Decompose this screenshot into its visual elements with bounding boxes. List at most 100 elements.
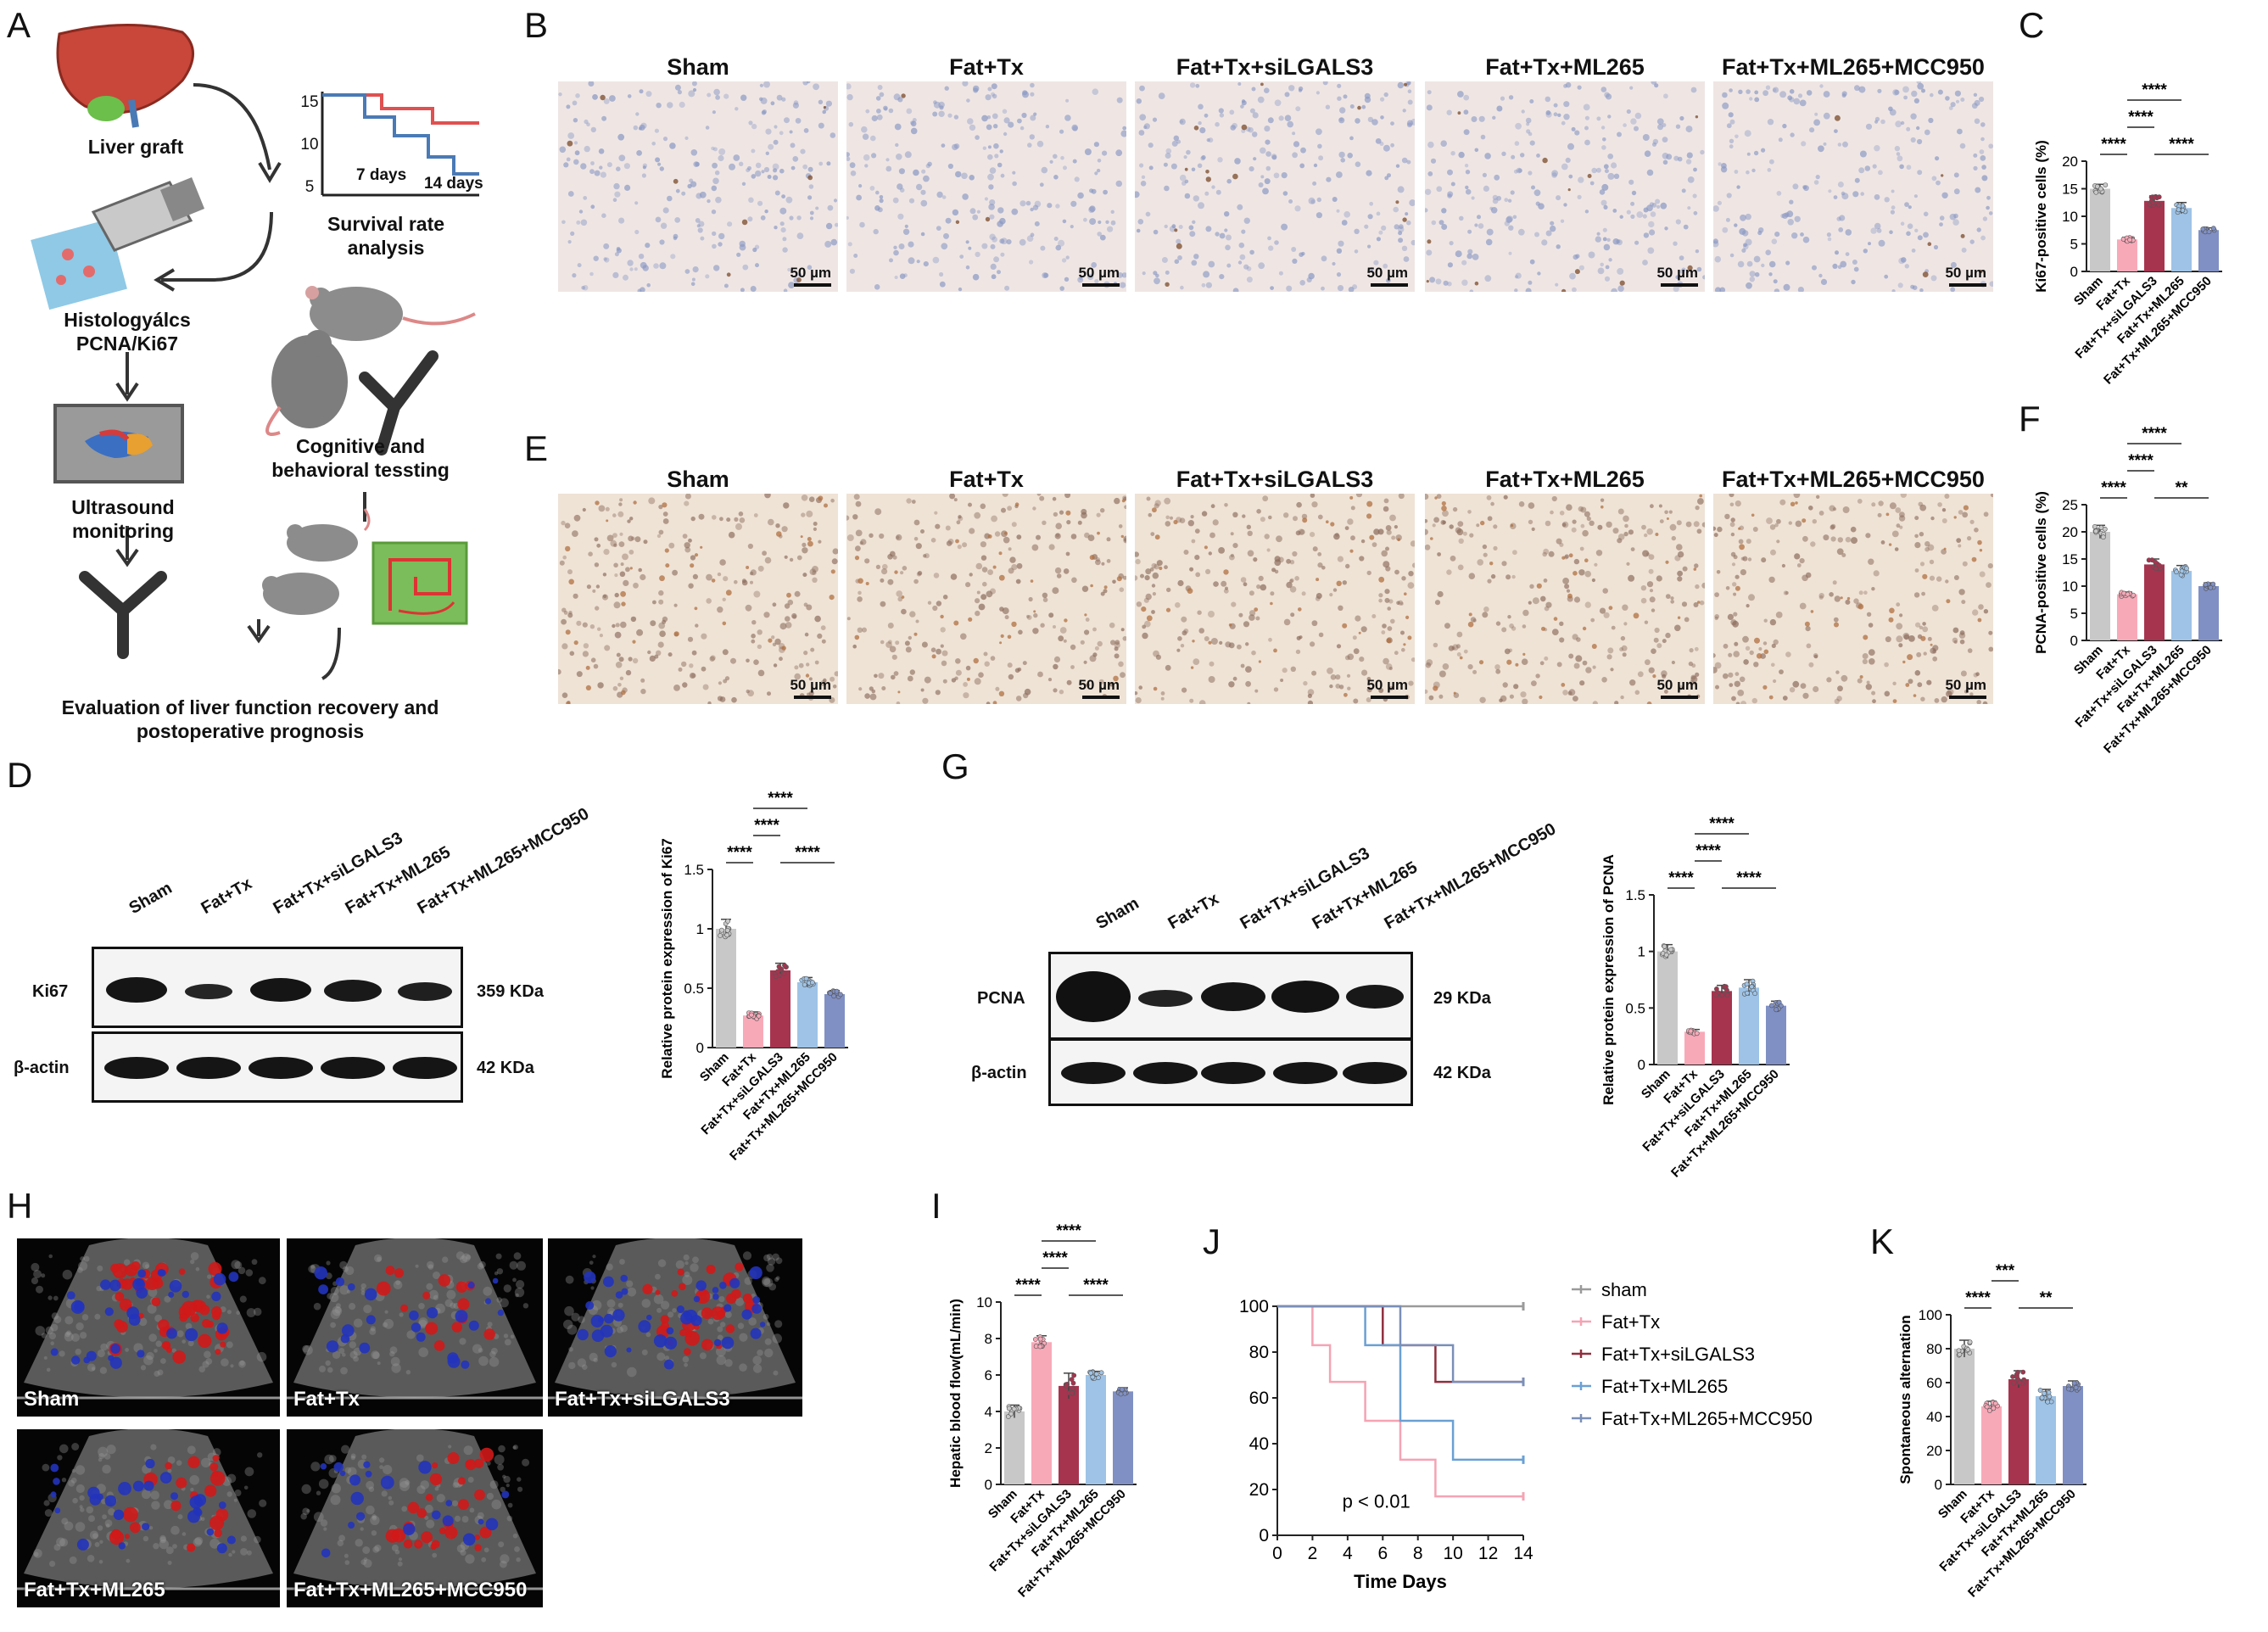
nucleus (1394, 525, 1398, 529)
nucleus (1808, 662, 1814, 668)
nucleus (1571, 527, 1577, 533)
nucleus (572, 100, 578, 106)
nucleus (915, 543, 922, 550)
speckle (148, 1288, 158, 1297)
doppler-red (458, 1499, 469, 1510)
speckle (153, 1543, 159, 1550)
doppler-blue (478, 1518, 484, 1525)
nucleus (639, 124, 645, 131)
nucleus (818, 161, 824, 166)
nucleus (1775, 612, 1783, 618)
nucleus (976, 210, 980, 214)
nucleus (1714, 662, 1722, 669)
stained-nucleus (992, 701, 997, 704)
nucleus (1019, 126, 1025, 131)
speckle (320, 1519, 328, 1527)
speckle (190, 1252, 199, 1260)
stained-nucleus (1386, 638, 1392, 644)
nucleus (1384, 589, 1390, 595)
nucleus (1428, 695, 1434, 701)
nucleus (1059, 690, 1064, 695)
doppler-blue (185, 1327, 198, 1342)
data-point (2092, 523, 2098, 529)
nucleus (1053, 154, 1058, 159)
speckle (617, 1302, 623, 1308)
nucleus (1573, 696, 1578, 701)
speckle (64, 1332, 74, 1342)
nucleus (657, 162, 662, 166)
nucleus (864, 558, 870, 564)
data-point (1663, 952, 1669, 958)
data-point (1956, 1348, 1962, 1354)
nucleus (1835, 670, 1840, 674)
speckle (655, 1273, 661, 1280)
nucleus (1246, 277, 1253, 283)
speckle (329, 1293, 339, 1303)
doppler-blue (349, 1474, 360, 1486)
sig-label: **** (1042, 1249, 1068, 1267)
doppler-red (391, 1528, 406, 1543)
nucleus (1602, 227, 1607, 232)
doppler-red (172, 1350, 186, 1364)
nucleus (1442, 520, 1446, 525)
nucleus (1383, 498, 1389, 504)
nucleus (855, 500, 862, 507)
stained-nucleus (1120, 534, 1124, 539)
speckle (327, 1293, 333, 1299)
doppler-blue (721, 1336, 735, 1350)
nucleus (1572, 287, 1577, 292)
nucleus (1858, 167, 1865, 174)
speckle (97, 1265, 103, 1272)
nucleus (1296, 501, 1302, 508)
nucleus (1086, 683, 1091, 687)
nucleus (1713, 533, 1718, 538)
nucleus (783, 288, 788, 292)
nucleus (655, 216, 662, 223)
nucleus (768, 518, 774, 526)
nucleus (1656, 118, 1664, 126)
speckle (360, 1288, 366, 1292)
nucleus (810, 647, 815, 652)
stained-nucleus (673, 178, 679, 184)
nucleus (755, 170, 762, 177)
nucleus (1959, 630, 1965, 635)
nucleus (1381, 550, 1388, 557)
nucleus (1975, 187, 1981, 193)
nucleus (1543, 548, 1550, 555)
nucleus (589, 624, 595, 629)
nucleus (1986, 582, 1991, 588)
nucleus (1834, 129, 1838, 133)
nucleus (677, 90, 682, 95)
nucleus (1675, 219, 1681, 225)
nucleus (1757, 230, 1762, 236)
data-point (803, 975, 809, 981)
data-point (1713, 992, 1718, 998)
nucleus (1695, 672, 1700, 677)
nucleus (1664, 226, 1668, 231)
doppler-red (422, 1291, 431, 1299)
speckle (661, 1300, 670, 1310)
nucleus (1367, 116, 1374, 123)
nucleus (1327, 668, 1333, 674)
nucleus (1164, 497, 1171, 505)
nucleus (1917, 682, 1923, 688)
nucleus (1234, 158, 1241, 165)
nucleus (712, 515, 717, 520)
nucleus (1425, 208, 1428, 213)
nucleus (1548, 551, 1555, 557)
nucleus (1713, 240, 1719, 248)
nucleus (1845, 229, 1852, 236)
nucleus (597, 627, 601, 631)
speckle (522, 1458, 530, 1467)
nucleus (783, 502, 790, 509)
nucleus (1644, 533, 1648, 538)
nucleus (1031, 544, 1039, 551)
nucleus (717, 696, 723, 701)
nucleus (888, 640, 892, 645)
nucleus (1353, 648, 1360, 655)
nucleus (1006, 239, 1012, 245)
nucleus (1675, 275, 1679, 279)
nucleus (693, 161, 700, 167)
nucleus (757, 644, 763, 650)
